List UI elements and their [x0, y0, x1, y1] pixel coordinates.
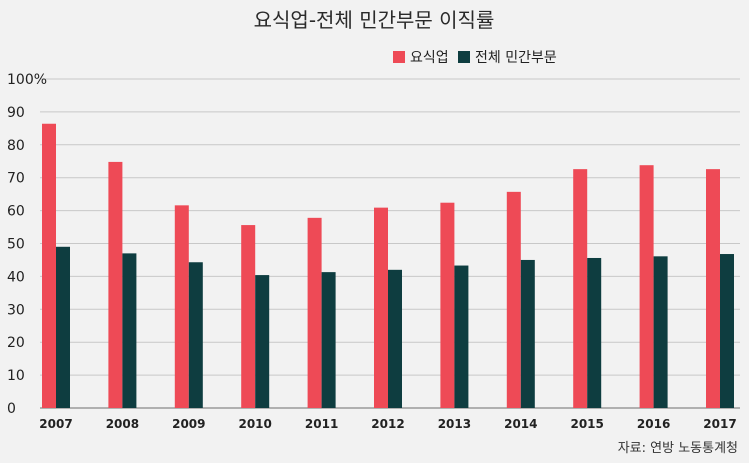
bar-food-service [706, 169, 720, 408]
y-tick-label: 40 [7, 269, 25, 285]
x-tick-label: 2007 [39, 417, 72, 431]
bar-food-service [241, 225, 256, 408]
bar-food-service [639, 165, 654, 408]
bar-food-service [108, 161, 123, 408]
bar-private-sector [255, 275, 270, 408]
bar-food-service [573, 169, 588, 408]
x-tick-label: 2016 [637, 417, 670, 431]
x-tick-label: 2008 [106, 417, 139, 431]
x-tick-label: 2013 [438, 417, 471, 431]
y-axis-ticks: 0 10 20 30 40 50 60 70 80 90 100% [7, 72, 47, 417]
y-tick-label: 100% [7, 72, 47, 88]
x-axis-ticks: 2007 2008 2009 2010 2011 2012 2013 2014 2015 2016… [39, 417, 736, 431]
x-tick-label: 2017 [703, 417, 736, 431]
x-tick-label: 2015 [570, 417, 603, 431]
legend-label-private-sector: 전체 민간부문 [475, 50, 557, 66]
bar-private-sector [520, 259, 535, 408]
y-tick-label: 0 [7, 401, 16, 417]
y-tick-label: 20 [7, 335, 25, 351]
legend-swatch-private-sector [458, 51, 470, 63]
bar-food-service [506, 191, 521, 408]
bar-private-sector [720, 254, 734, 408]
bar-food-service [440, 202, 455, 408]
legend: 요식업 전체 민간부문 [393, 50, 557, 66]
x-tick-label: 2009 [172, 417, 205, 431]
bar-private-sector [587, 257, 602, 408]
legend-swatch-food-service [393, 51, 405, 63]
bar-private-sector [188, 262, 203, 408]
bar-food-service [307, 217, 322, 408]
x-tick-label: 2010 [238, 417, 271, 431]
y-tick-label: 90 [7, 105, 25, 121]
bar-food-service [42, 123, 56, 408]
y-tick-label: 80 [7, 138, 25, 154]
bar-private-sector [388, 269, 402, 408]
bar-private-sector [321, 272, 336, 408]
y-tick-label: 50 [7, 237, 25, 253]
bar-food-service [374, 207, 388, 408]
bar-private-sector [653, 256, 668, 408]
y-tick-label: 10 [7, 368, 25, 384]
x-tick-label: 2014 [504, 417, 537, 431]
chart-title: 요식업-전체 민간부문 이직률 [254, 8, 495, 32]
bar-private-sector [122, 253, 137, 408]
y-tick-label: 30 [7, 302, 25, 318]
y-tick-label: 70 [7, 171, 25, 187]
x-tick-label: 2012 [371, 417, 404, 431]
y-tick-label: 60 [7, 204, 25, 220]
bar-private-sector [56, 246, 70, 408]
x-tick-label: 2011 [305, 417, 338, 431]
bars [42, 123, 734, 408]
source-note: 자료: 연방 노동통계청 [618, 441, 738, 456]
bar-food-service [174, 205, 189, 408]
bar-private-sector [454, 265, 469, 408]
legend-label-food-service: 요식업 [410, 50, 449, 66]
